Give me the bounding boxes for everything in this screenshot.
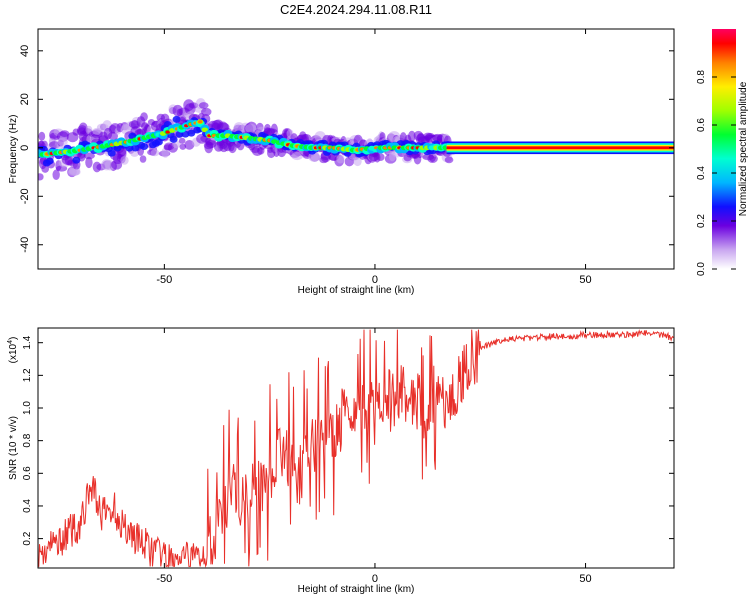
y-tick-label: -40 <box>19 237 31 253</box>
spectrogram-panel: -50 0 50 -40 -20 0 20 40 Height of straight li… <box>8 28 675 296</box>
spectrogram-cell <box>107 149 116 157</box>
spectrogram-cell <box>336 154 345 164</box>
snr-series <box>38 329 674 568</box>
colorbar-tick-label: 0.0 <box>696 262 707 276</box>
spectrogram-cell <box>178 137 186 144</box>
spectrogram-cell <box>107 132 119 141</box>
spectrogram-cell <box>169 135 178 143</box>
spectrogram-cell <box>444 156 454 164</box>
y-tick-label: 1.4 <box>22 335 33 349</box>
spectrogram-y-label: Frequency (Hz) <box>8 115 19 184</box>
snr-y-ticks: 0.2 0.4 0.6 0.8 1.0 1.2 1.4 <box>22 335 674 546</box>
x-tick-label: 50 <box>579 573 591 585</box>
snr-y-label: SNR (10 * v/v) <box>8 416 19 480</box>
spectrogram-y-ticks: -40 -20 0 20 40 <box>19 45 674 253</box>
spectrogram-cell <box>38 131 46 141</box>
colorbar-tick-label: 0.4 <box>696 166 707 180</box>
spectrogram-cell <box>150 149 160 157</box>
spectrogram-cell <box>408 130 416 142</box>
x-tick-label: 0 <box>372 274 378 286</box>
spectrogram-cell <box>201 127 208 133</box>
snr-frame <box>37 327 675 569</box>
spectrogram-cell <box>45 157 54 165</box>
colorbar-tick-label: 0.2 <box>696 214 707 228</box>
spectrogram-cell <box>291 151 303 161</box>
x-tick-label: -50 <box>156 573 172 585</box>
spectrogram-cell <box>139 155 147 163</box>
spectrogram-cell <box>120 156 129 165</box>
svg-text:(x104): (x104) <box>7 337 19 364</box>
spectrogram-cell <box>201 107 212 116</box>
spectrogram-cell <box>353 157 362 167</box>
spectrogram-band-core <box>446 146 674 150</box>
spectrogram-cell <box>83 152 95 160</box>
spectrogram-cell <box>197 120 203 124</box>
spectrogram-cell <box>245 123 257 133</box>
spectrogram-cell <box>172 115 181 123</box>
spectrogram-cell <box>41 164 50 173</box>
y-tick-label: 1.2 <box>22 368 33 382</box>
spectrogram-cell <box>57 137 68 147</box>
y-tick-label: 0.6 <box>22 466 33 480</box>
spectrogram-cell <box>165 130 170 134</box>
y-tick-label: 0 <box>19 145 31 151</box>
spectrogram-cell <box>72 156 81 164</box>
spectrogram-cell <box>52 169 60 180</box>
spectrogram-cell <box>181 130 190 138</box>
y-tick-label: -20 <box>19 188 31 204</box>
spectrogram-cell <box>111 159 123 170</box>
spectrogram-frame <box>37 28 675 270</box>
colorbar-ticks: 0.0 0.2 0.4 0.6 0.8 <box>696 70 736 276</box>
x-tick-label: 0 <box>372 573 378 585</box>
y-tick-label: 0.2 <box>22 531 33 545</box>
snr-multiplier-close: ) <box>8 337 19 340</box>
x-tick-label: -50 <box>156 274 172 286</box>
spectrogram-cell <box>187 129 196 137</box>
colorbar-tick-label: 0.6 <box>696 118 707 132</box>
spectrogram-cell <box>140 142 149 150</box>
snr-line <box>38 329 674 568</box>
colorbar-gradient <box>712 29 736 269</box>
snr-multiplier: (x104) <box>7 337 19 364</box>
spectrogram-cell <box>85 156 93 169</box>
snr-x-ticks: -50 0 50 <box>156 328 592 585</box>
snr-panel: -50 0 50 0.2 0.4 0.6 0.8 1.0 1.2 1.4 Height of s… <box>7 327 675 595</box>
spectrogram-cell <box>131 144 140 152</box>
x-tick-label: 50 <box>579 274 591 286</box>
y-tick-label: 0.4 <box>22 499 33 513</box>
colorbar: 0.0 0.2 0.4 0.6 0.8 Normalized spectral ampl… <box>696 29 749 276</box>
spectrogram-cell <box>376 153 385 162</box>
colorbar-tick-label: 0.8 <box>696 70 707 84</box>
spectrogram-cell <box>72 168 81 176</box>
snr-x-label: Height of straight line (km) <box>298 584 415 595</box>
snr-multiplier-base: (x10 <box>8 343 19 363</box>
spectrogram-cell <box>198 102 209 109</box>
spectrogram-x-ticks: -50 0 50 <box>156 29 592 286</box>
spectrogram-cell <box>38 173 44 181</box>
spectrogram-x-label: Height of straight line (km) <box>298 285 415 296</box>
y-tick-label: 40 <box>19 45 31 57</box>
y-tick-label: 20 <box>19 93 31 105</box>
chart-title: C2E4.2024.294.11.08.R11 <box>280 2 432 17</box>
colorbar-label: Normalized spectral amplitude <box>738 81 749 216</box>
spectrogram-cell <box>140 112 148 122</box>
spectrogram-cell <box>59 130 70 138</box>
spectrogram-heat <box>38 98 674 181</box>
y-tick-label: 1.0 <box>22 401 33 415</box>
snr-multiplier-exp: 4 <box>7 340 14 344</box>
y-tick-label: 0.8 <box>22 433 33 447</box>
